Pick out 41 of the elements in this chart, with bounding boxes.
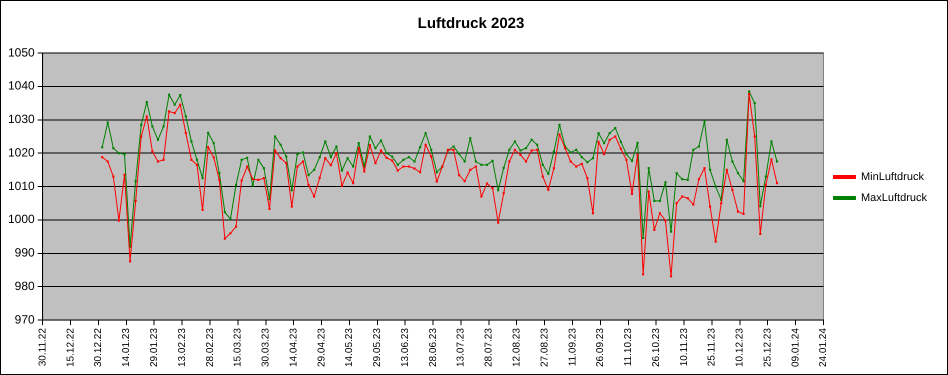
x-tick-label: 29.01.23 xyxy=(148,328,160,368)
x-tick-label: 30.11.22 xyxy=(37,328,48,366)
y-tick-label: 990 xyxy=(14,246,36,260)
y-tick-label: 1000 xyxy=(8,212,36,226)
x-tick-label: 14.01.23 xyxy=(121,328,132,368)
x-tick-label: 14.05.23 xyxy=(344,328,356,368)
x-tick-label: 28.02.23 xyxy=(204,328,216,368)
x-tick-label: 09.01.24 xyxy=(790,328,802,368)
x-tick-label: 25.12.23 xyxy=(762,328,774,368)
x-tick-label: 24.01.24 xyxy=(818,328,830,368)
x-tick-label: 28.06.23 xyxy=(428,328,439,368)
x-tick-label: 29.04.23 xyxy=(316,328,328,368)
x-tick-label: 28.07.23 xyxy=(484,328,495,368)
y-tick-label: 1020 xyxy=(8,145,36,160)
x-tick-label: 10.11.23 xyxy=(678,328,690,366)
legend-label: MaxLuftdruck xyxy=(860,192,928,204)
x-tick-label: 14.04.23 xyxy=(288,328,300,368)
x-tick-label: 12.08.23 xyxy=(511,328,522,368)
x-tick-label: 25.11.23 xyxy=(706,328,718,366)
x-tick-label: 27.08.23 xyxy=(539,328,550,368)
x-tick-label: 13.07.23 xyxy=(456,328,467,368)
chart-title: Luftdruck 2023 xyxy=(418,15,524,32)
y-tick-label: 1030 xyxy=(8,112,36,126)
y-tick-label: 970 xyxy=(14,312,36,326)
x-tick-label: 13.06.23 xyxy=(400,328,411,368)
x-tick-label: 11.09.23 xyxy=(567,328,578,366)
x-tick-label: 30.12.22 xyxy=(93,328,104,368)
y-tick-label: 1050 xyxy=(8,45,36,60)
y-tick-label: 980 xyxy=(14,279,36,293)
x-tick-label: 29.05.23 xyxy=(372,328,384,368)
x-tick-label: 26.10.23 xyxy=(650,328,662,368)
x-tick-label: 10.12.23 xyxy=(734,328,746,368)
x-tick-label: 26.09.23 xyxy=(595,328,606,368)
y-tick-label: 1010 xyxy=(8,178,36,193)
legend-label: MinLuftdruck xyxy=(860,171,924,184)
x-tick-label: 15.03.23 xyxy=(232,328,244,368)
x-tick-label: 15.12.22 xyxy=(65,328,76,368)
y-tick-label: 1040 xyxy=(8,78,36,93)
x-tick-label: 30.03.23 xyxy=(260,328,272,368)
x-tick-label: 13.02.23 xyxy=(176,328,188,368)
x-tick-label: 11.10.23 xyxy=(623,328,634,366)
